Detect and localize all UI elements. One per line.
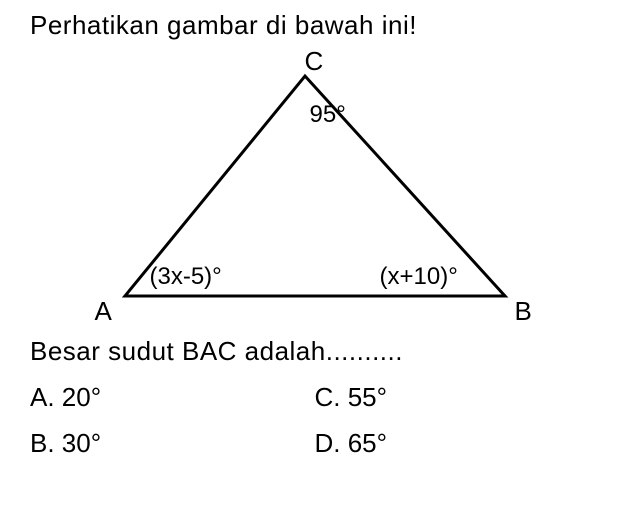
vertex-c-label: C	[305, 46, 324, 77]
angle-c-label: 95°	[310, 101, 346, 129]
option-d: D. 65°	[315, 428, 600, 459]
sub-question-text: Besar sudut BAC adalah..........	[30, 336, 599, 367]
question-text: Perhatikan gambar di bawah ini!	[30, 10, 599, 41]
angle-a-label: (3x-5)°	[150, 263, 222, 291]
option-c: C. 55°	[315, 382, 600, 413]
angle-b-label: (x+10)°	[380, 263, 458, 291]
vertex-b-label: B	[515, 296, 532, 327]
options-container: A. 20° C. 55° B. 30° D. 65°	[30, 382, 599, 459]
triangle-diagram: C A B 95° (3x-5)° (x+10)°	[75, 46, 555, 326]
triangle-shape	[75, 46, 555, 326]
option-b: B. 30°	[30, 428, 315, 459]
vertex-a-label: A	[95, 296, 112, 327]
option-a: A. 20°	[30, 382, 315, 413]
